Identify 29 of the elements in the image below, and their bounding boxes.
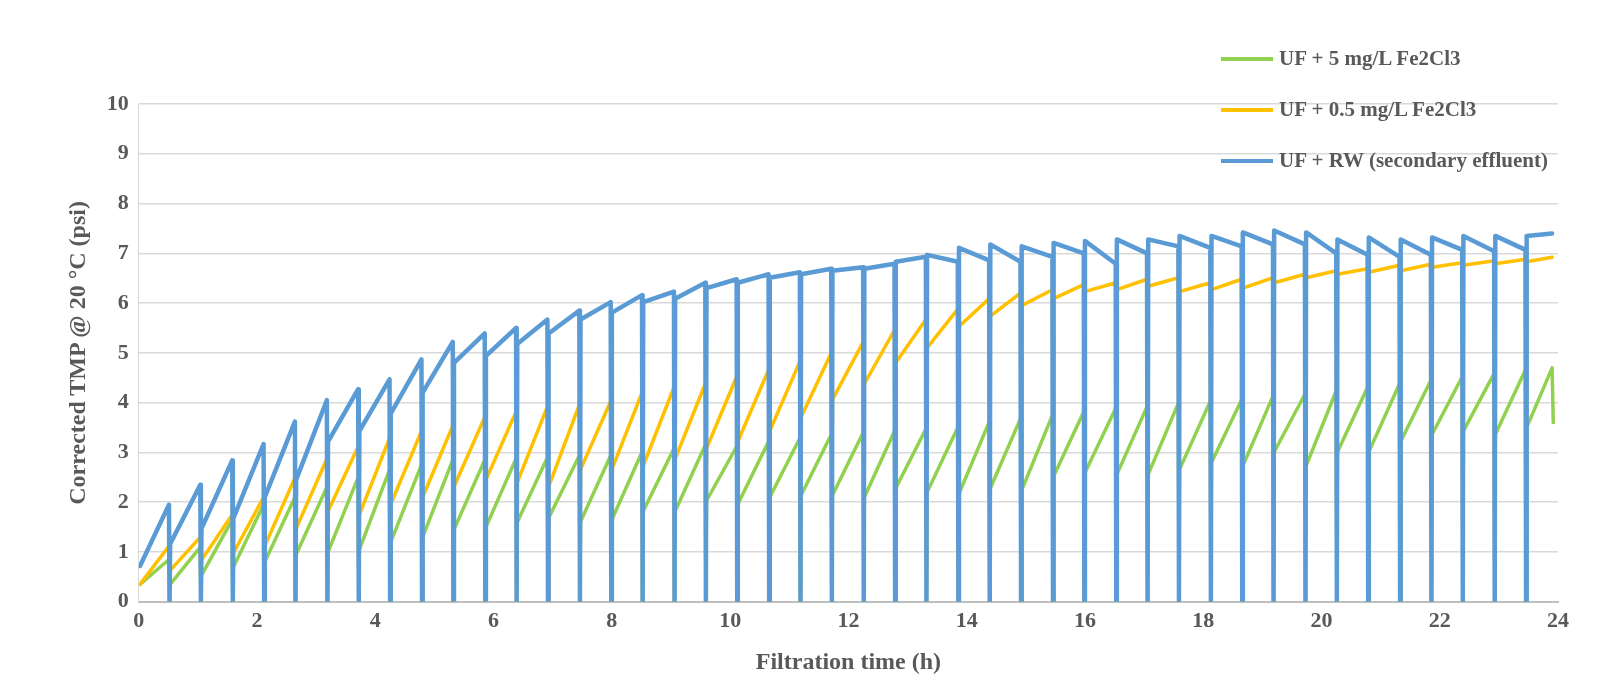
x-tick-label: 16 [1073, 606, 1096, 632]
y-tick-label: 0 [117, 587, 129, 613]
x-tick-label: 2 [251, 606, 263, 632]
y-tick-label: 1 [117, 537, 129, 563]
x-axis-title: Filtration time (h) [755, 647, 942, 674]
y-tick-label: 10 [106, 89, 129, 115]
y-tick-label: 8 [117, 189, 129, 215]
y-tick-label: 3 [117, 438, 129, 464]
x-tick-label: 0 [133, 606, 145, 632]
y-tick-label: 5 [117, 338, 129, 364]
y-axis-title: Corrected TMP @ 20 °C (psi) [63, 201, 91, 505]
x-tick-label: 20 [1310, 606, 1333, 632]
legend-label: UF + RW (secondary effluent) [1278, 148, 1548, 173]
x-tick-label: 24 [1547, 606, 1569, 632]
legend-label: UF + 0.5 mg/L Fe2Cl3 [1278, 97, 1477, 122]
x-tick-label: 14 [955, 606, 978, 632]
x-tick-label: 10 [719, 606, 742, 632]
y-tick-label: 9 [117, 139, 129, 165]
y-tick-label: 7 [117, 239, 129, 265]
y-tick-label: 6 [117, 288, 129, 314]
y-tick-label: 2 [117, 487, 129, 513]
x-tick-label: 6 [488, 606, 500, 632]
legend-label: UF + 5 mg/L Fe2Cl3 [1278, 46, 1461, 71]
x-tick-label: 12 [837, 606, 860, 632]
x-tick-label: 8 [606, 606, 618, 632]
x-tick-label: 22 [1428, 606, 1451, 632]
x-tick-label: 4 [369, 606, 381, 632]
x-tick-label: 18 [1192, 606, 1215, 632]
y-tick-label: 4 [117, 388, 129, 414]
